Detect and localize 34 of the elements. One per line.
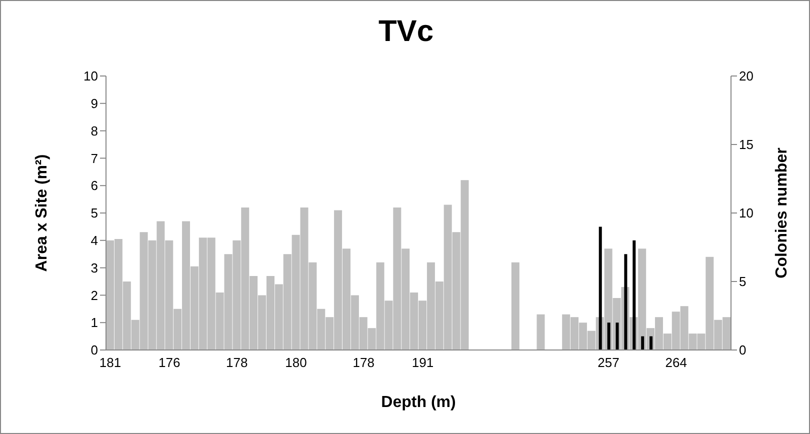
- y-axis-title: Area x Site (m²): [34, 154, 51, 272]
- bar: [607, 322, 610, 350]
- y-tick-label: 7: [90, 150, 98, 166]
- y2-axis-title: Colonies number: [774, 148, 791, 278]
- x-tick-label: 181: [99, 355, 122, 370]
- x-tick-label: 178: [352, 355, 374, 370]
- y-tick-label: 10: [84, 68, 98, 84]
- x-axis-title: Depth (m): [381, 394, 456, 411]
- bar: [616, 322, 619, 350]
- y-tick-label: 2: [90, 288, 98, 303]
- y2-tick-label: 15: [739, 137, 754, 152]
- y-tick-label: 1: [90, 315, 98, 330]
- y2-tick-label: 10: [739, 206, 754, 221]
- x-tick-label: 178: [226, 355, 248, 370]
- bar: [650, 336, 653, 350]
- y2-tick-label: 5: [739, 274, 746, 290]
- bar: [536, 314, 545, 350]
- y-tick-label: 9: [90, 96, 98, 112]
- bar: [511, 262, 520, 350]
- y-tick-label: 3: [90, 260, 98, 276]
- bar: [641, 336, 644, 350]
- y-tick-label: 5: [90, 206, 98, 221]
- x-tick-label: 191: [412, 355, 434, 370]
- x-tick-label: 176: [158, 355, 180, 370]
- chart-title: TVc: [377, 15, 435, 49]
- x-tick-label: 257: [598, 355, 620, 370]
- y2-tick-label: 20: [739, 68, 754, 84]
- y-tick-label: 0: [90, 342, 98, 358]
- x-tick-label: 264: [665, 355, 687, 370]
- y-tick-label: 6: [90, 178, 98, 194]
- y-tick-label: 8: [90, 123, 98, 138]
- y-tick-label: 4: [90, 233, 98, 248]
- y2-tick-label: 0: [739, 342, 746, 358]
- x-tick-label: 180: [285, 355, 307, 370]
